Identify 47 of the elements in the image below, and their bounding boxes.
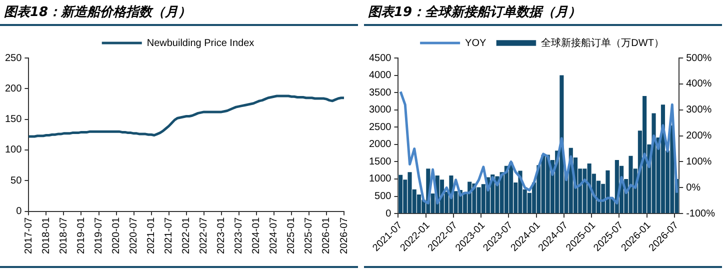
x-tick-label: 2026-01 [321, 216, 332, 254]
y2-tick-label: 0% [686, 182, 701, 194]
chart-title: 图表19：全球新接船订单数据（月） [364, 0, 722, 26]
y-tick-label: 0 [16, 206, 22, 218]
y2-tick-label: 500% [686, 52, 712, 64]
y-tick-label: 2500 [368, 122, 392, 133]
x-tick-label: 2025-07 [304, 216, 315, 254]
y-tick-label: 2000 [368, 139, 392, 150]
x-tick-label: 2023-01 [216, 216, 228, 254]
x-tick-label: 2019-01 [76, 216, 87, 254]
legend-label: YOY [465, 38, 487, 49]
x-tick-label: 2023-07 [234, 216, 245, 254]
x-tick-label: 2021-01 [146, 216, 158, 254]
y2-tick-label: -100% [686, 208, 716, 220]
y2-tick-label: 300% [686, 104, 712, 116]
y-tick-label: 4500 [368, 52, 392, 64]
y2-tick-label: 100% [686, 156, 712, 168]
x-tick-label: 2019-07 [94, 216, 105, 254]
x-tick-label: 2022-01 [181, 216, 192, 254]
y-tick-label: 4000 [368, 70, 392, 82]
chart-title: 图表18：新造船价格指数（月） [0, 0, 358, 26]
y-tick-label: 200 [4, 83, 22, 94]
y-tick-label: 1000 [368, 174, 392, 185]
x-tick-label: 2018-07 [58, 216, 70, 254]
x-tick-label: 2018-01 [40, 216, 52, 254]
y-tick-label: 3000 [368, 104, 392, 116]
x-tick-label: 2024-01 [251, 216, 262, 254]
x-tick-label: 2024-07 [268, 216, 280, 254]
legend-label: 全球新接船订单（万DWT） [541, 36, 664, 49]
y-tick-label: 150 [4, 114, 22, 126]
y-tick-label: 500 [374, 191, 392, 202]
y-tick-label: 1500 [368, 156, 392, 168]
x-tick-label: 2022-07 [198, 216, 210, 254]
y-tick-label: 0 [386, 208, 392, 220]
y2-tick-label: 200% [686, 130, 712, 142]
legend-label: Newbuilding Price Index [146, 38, 254, 49]
x-tick-label: 2017-07 [23, 216, 34, 254]
y-tick-label: 3500 [368, 87, 392, 98]
y2-tick-label: 400% [686, 78, 712, 90]
x-tick-label: 2020-01 [111, 216, 122, 254]
x-tick-label: 2021-07 [164, 216, 175, 254]
x-tick-label: 2020-07 [128, 216, 140, 254]
x-tick-label: 2025-01 [286, 216, 298, 254]
x-tick-label: 2026-07 [338, 216, 350, 254]
y-tick-label: 100 [4, 144, 22, 156]
y-tick-label: 250 [4, 52, 22, 64]
y-tick-label: 50 [10, 175, 22, 186]
